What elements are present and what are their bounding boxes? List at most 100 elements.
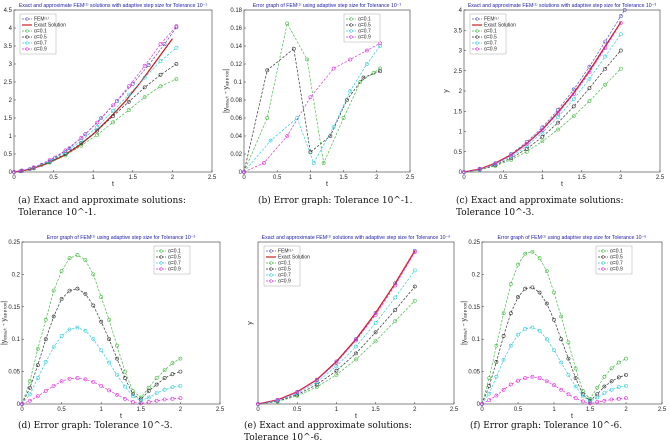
data-point	[158, 72, 163, 77]
legend-marker	[159, 261, 163, 265]
data-point	[174, 24, 179, 29]
series-line	[463, 68, 622, 173]
x-tick-label: 1	[552, 407, 556, 413]
data-point	[79, 138, 84, 143]
series--0-7	[20, 325, 183, 406]
data-point	[162, 397, 167, 402]
data-point	[571, 92, 576, 97]
legend: α=0.1α=0.5α=0.7α=0.9	[343, 13, 381, 43]
series--0-9	[12, 24, 179, 174]
data-point	[256, 402, 260, 406]
data-point	[508, 282, 513, 287]
legend-marker	[159, 255, 163, 259]
series-line	[481, 287, 627, 405]
y-tick-label: 1	[459, 130, 463, 136]
legend-marker	[25, 41, 29, 45]
data-point	[95, 133, 100, 137]
legend-entry: α=0.7	[278, 273, 291, 279]
y-tick-label: 0.04	[230, 134, 242, 140]
legend-entry: α=0.1	[168, 249, 181, 255]
caption-e: (e) Exact and approximate solutions: Tol…	[244, 421, 444, 444]
data-point	[295, 392, 300, 397]
data-point	[35, 347, 40, 351]
y-axis-label: y	[443, 89, 450, 93]
legend-marker	[25, 29, 29, 33]
data-point	[95, 120, 100, 125]
legend-entry: Exact Solution	[34, 23, 66, 29]
series-line	[257, 286, 416, 405]
data-point	[126, 92, 131, 97]
x-tick-label: 1.5	[137, 407, 146, 413]
data-point	[373, 339, 378, 344]
x-tick-label: 0.5	[514, 407, 523, 413]
data-point	[142, 95, 147, 100]
legend-entry: α=0.1	[358, 17, 371, 23]
legend-marker	[601, 261, 605, 265]
data-point	[618, 48, 623, 53]
data-point	[123, 384, 127, 389]
data-point	[494, 393, 499, 398]
data-point	[265, 68, 270, 73]
data-point	[174, 45, 179, 50]
y-tick-label: 2.5	[454, 69, 463, 75]
data-point	[59, 334, 64, 338]
data-point	[609, 397, 614, 402]
data-point	[477, 167, 482, 172]
data-point	[587, 99, 592, 104]
legend-marker	[475, 47, 479, 51]
data-point	[393, 295, 398, 300]
data-point	[559, 387, 564, 392]
data-point	[602, 398, 607, 403]
data-point	[126, 84, 131, 89]
data-point	[556, 111, 560, 116]
data-point	[291, 46, 296, 51]
x-tick-label: 2.5	[450, 407, 459, 413]
y-tick-label: 4	[9, 26, 13, 32]
data-point	[616, 385, 621, 390]
data-point	[162, 42, 167, 47]
data-point	[35, 376, 40, 380]
legend-marker	[601, 267, 605, 271]
data-point	[111, 120, 115, 125]
data-point	[162, 376, 167, 380]
data-point	[334, 360, 339, 365]
data-point	[107, 337, 112, 342]
data-point	[305, 57, 309, 62]
x-tick-label: 2	[375, 175, 379, 181]
x-tick-label: 2	[619, 175, 623, 181]
data-point	[130, 81, 135, 86]
data-point	[358, 80, 363, 84]
y-tick-label: 0.16	[230, 26, 242, 32]
data-point	[624, 372, 628, 377]
data-point	[524, 149, 529, 154]
data-point	[588, 401, 592, 406]
y-tick-label: 0.5	[4, 152, 13, 158]
y-tick-label: 1.5	[454, 109, 463, 115]
data-point	[393, 308, 398, 312]
x-tick-label: 2	[413, 407, 417, 413]
data-point	[43, 389, 48, 393]
legend-entry: α=0.9	[610, 267, 623, 273]
series-line	[463, 21, 622, 173]
data-point	[314, 380, 319, 385]
series-line	[481, 376, 627, 405]
x-tick-label: 2.5	[658, 407, 667, 413]
data-point	[242, 170, 246, 174]
data-point	[83, 258, 88, 263]
data-point	[494, 359, 499, 364]
data-point	[75, 286, 80, 291]
series--0-9	[256, 250, 417, 406]
data-point	[556, 120, 560, 125]
y-tick-label: 0.2	[472, 272, 481, 278]
x-tick-label: 1	[335, 407, 339, 413]
data-point	[174, 25, 179, 30]
legend-entry: α=0.7	[484, 41, 497, 47]
data-point	[321, 161, 326, 165]
data-point	[154, 382, 159, 387]
data-point	[412, 298, 417, 303]
data-point	[616, 396, 621, 401]
series-line	[21, 288, 181, 405]
data-point	[12, 170, 16, 174]
